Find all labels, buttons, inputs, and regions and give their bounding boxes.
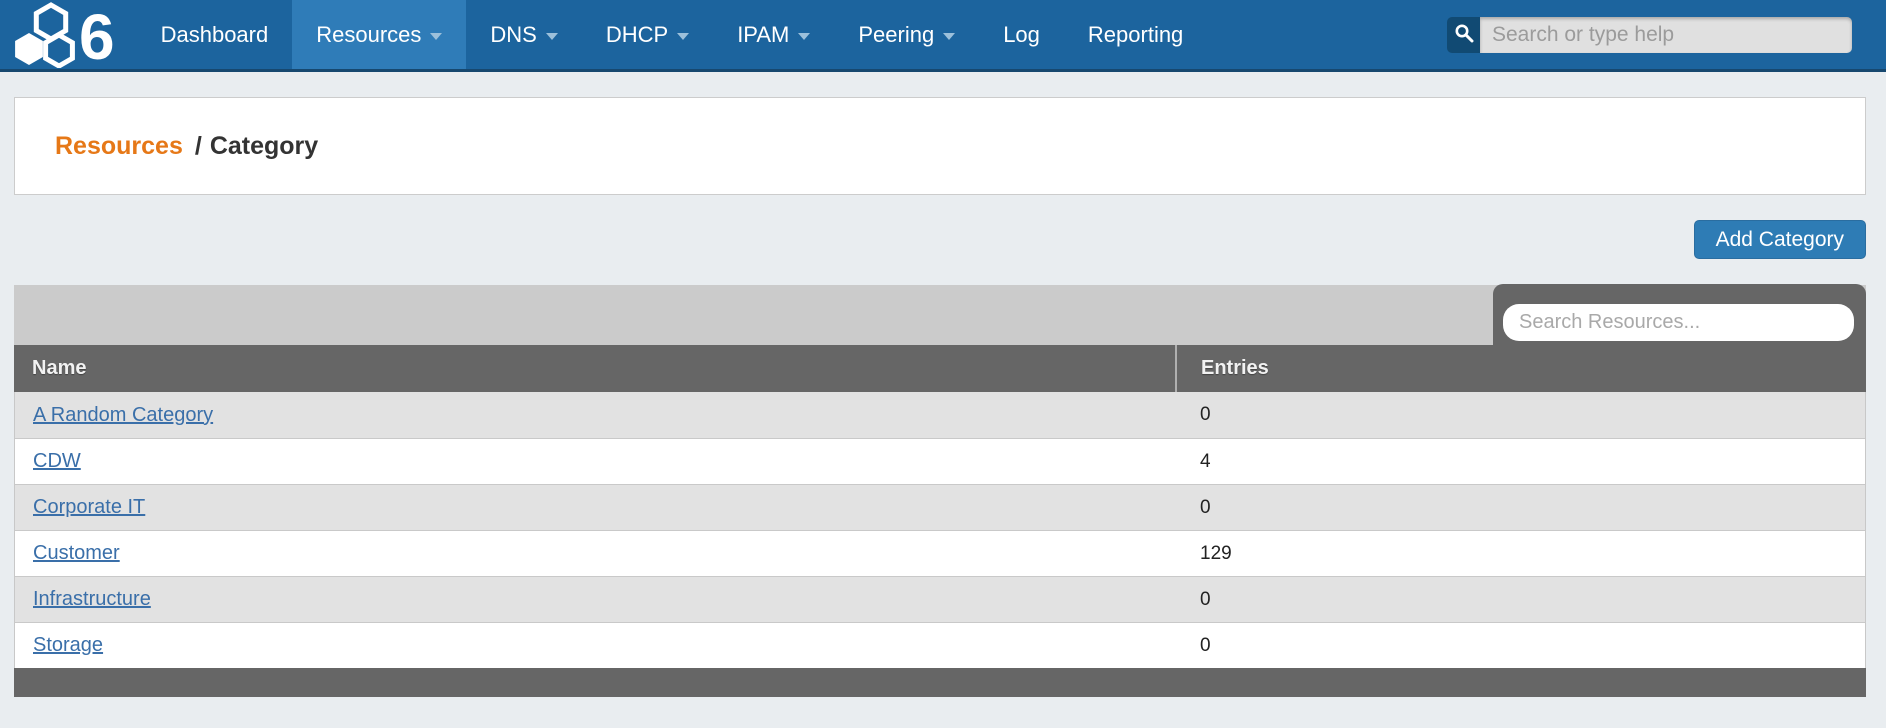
chevron-down-icon: [798, 32, 811, 40]
breadcrumb: Resources / Category: [14, 97, 1866, 195]
category-link[interactable]: Customer: [33, 542, 120, 564]
actions-row: Add Category: [14, 220, 1866, 259]
top-navbar: 6 Dashboard Resources DNS DHCP IPAM Peer…: [0, 0, 1886, 72]
global-search-button[interactable]: [1447, 16, 1480, 53]
chevron-down-icon: [430, 32, 443, 40]
global-search: [1447, 0, 1852, 69]
category-link[interactable]: Corporate IT: [33, 496, 146, 518]
nav-item-log[interactable]: Log: [1003, 21, 1040, 47]
chevron-down-icon: [677, 32, 690, 40]
nav-item-dashboard[interactable]: Dashboard: [160, 21, 269, 47]
page-title: Category: [209, 131, 319, 160]
chevron-down-icon: [943, 32, 956, 40]
entries-count: 0: [1200, 588, 1211, 610]
table-toolbar: [14, 284, 1866, 345]
table-row: CDW 4: [15, 438, 1865, 484]
table-row: Corporate IT 0: [15, 484, 1865, 530]
nav-item-reporting[interactable]: Reporting: [1087, 21, 1184, 47]
column-header-name: Name: [32, 357, 87, 379]
add-category-button[interactable]: Add Category: [1693, 220, 1866, 259]
page-content: Resources / Category Add Category Name E…: [0, 97, 1886, 697]
logo-six-text: 6: [79, 0, 115, 73]
nav-item-peering[interactable]: Peering: [834, 0, 979, 69]
breadcrumb-separator: /: [194, 131, 202, 160]
chevron-down-icon: [545, 32, 558, 40]
category-link[interactable]: Infrastructure: [33, 588, 151, 610]
category-link[interactable]: CDW: [33, 450, 81, 472]
main-navigation: Dashboard Resources DNS DHCP IPAM Peerin…: [137, 0, 1208, 69]
table-row: A Random Category 0: [15, 392, 1865, 438]
entries-count: 0: [1200, 496, 1211, 518]
nav-item-dhcp[interactable]: DHCP: [582, 0, 713, 69]
table-row: Storage 0: [15, 622, 1865, 668]
app-logo[interactable]: 6: [14, 0, 115, 69]
entries-count: 0: [1200, 404, 1211, 425]
table-row: Infrastructure 0: [15, 576, 1865, 622]
search-icon: [1454, 23, 1474, 46]
table-body: A Random Category 0 CDW 4 Corporate IT 0…: [14, 392, 1866, 668]
nav-item-dns[interactable]: DNS: [466, 0, 581, 69]
category-link[interactable]: A Random Category: [33, 403, 214, 426]
nav-item-resources[interactable]: Resources: [292, 0, 467, 69]
table-footer-bar: [14, 668, 1866, 697]
category-table: Name Entries A Random Category 0 CDW 4 C…: [14, 284, 1866, 697]
entries-count: 0: [1200, 634, 1211, 656]
table-header-row: Name Entries: [14, 345, 1866, 392]
global-search-input[interactable]: [1480, 16, 1852, 53]
nav-item-ipam[interactable]: IPAM: [713, 0, 834, 69]
breadcrumb-section-link[interactable]: Resources: [55, 131, 183, 160]
table-search-input[interactable]: [1503, 304, 1854, 341]
table-search-panel: [1493, 284, 1866, 345]
entries-count: 129: [1200, 542, 1232, 564]
column-header-entries: Entries: [1175, 345, 1866, 392]
logo-hexagons-icon: [14, 0, 76, 73]
table-row: Customer 129: [15, 530, 1865, 576]
category-link[interactable]: Storage: [33, 634, 104, 656]
entries-count: 4: [1200, 450, 1211, 472]
